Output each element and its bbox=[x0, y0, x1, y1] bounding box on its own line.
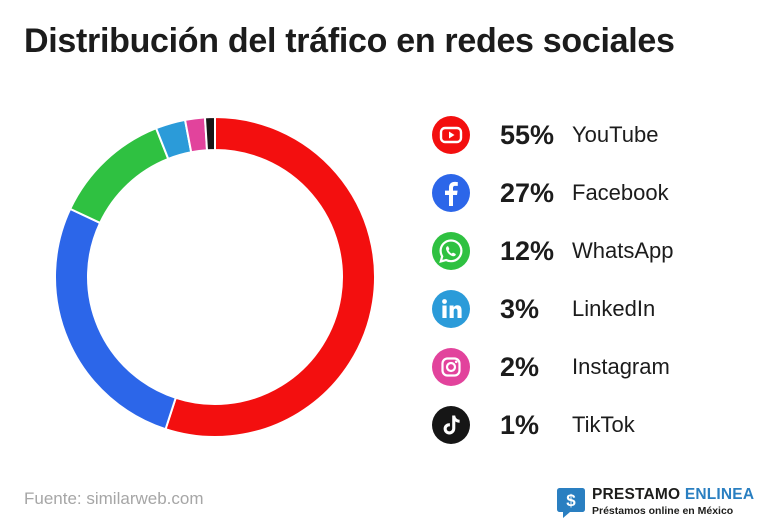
legend-value: 27% bbox=[500, 177, 555, 208]
legend-label: Facebook bbox=[572, 180, 669, 205]
chart-title: Distribución del tráfico en redes social… bbox=[24, 22, 675, 60]
legend-value: 1% bbox=[500, 409, 540, 440]
legend-label: Instagram bbox=[572, 354, 670, 379]
donut-slice-tiktok bbox=[203, 115, 216, 152]
legend-item-tiktok: 1% TikTok bbox=[432, 396, 762, 454]
brand-tagline: Préstamos online en México bbox=[592, 505, 734, 517]
brand-name: PRESTAMO ENLINEA bbox=[592, 486, 754, 504]
tiktok-icon bbox=[432, 406, 470, 444]
legend-label: LinkedIn bbox=[572, 296, 656, 321]
legend-value: 2% bbox=[500, 351, 540, 382]
legend-label: TikTok bbox=[572, 412, 635, 437]
legend-item-youtube: 55% YouTube bbox=[432, 106, 762, 164]
legend-item-instagram: 2% Instagram bbox=[432, 338, 762, 396]
linkedin-icon bbox=[432, 290, 470, 328]
legend-label: YouTube bbox=[572, 122, 659, 147]
legend: 55% YouTube 27% Facebook 12% WhatsApp bbox=[432, 106, 762, 454]
legend-value: 55% bbox=[500, 119, 555, 150]
whatsapp-icon bbox=[432, 232, 470, 270]
brand-logo: $ PRESTAMO ENLINEA Préstamos online en M… bbox=[556, 484, 776, 524]
donut-chart bbox=[54, 115, 376, 438]
source-note: Fuente: similarweb.com bbox=[24, 489, 204, 508]
legend-value: 12% bbox=[500, 235, 555, 266]
legend-item-linkedin: 3% LinkedIn bbox=[432, 280, 762, 338]
legend-label: WhatsApp bbox=[572, 238, 674, 263]
facebook-icon bbox=[432, 174, 470, 212]
instagram-icon bbox=[432, 348, 470, 386]
money-bag-icon: $ bbox=[557, 488, 585, 518]
donut-slice-youtube bbox=[164, 115, 376, 438]
legend-value: 3% bbox=[500, 293, 540, 324]
brand-name-part2: ENLINEA bbox=[684, 486, 755, 503]
legend-item-facebook: 27% Facebook bbox=[432, 164, 762, 222]
legend-item-whatsapp: 12% WhatsApp bbox=[432, 222, 762, 280]
donut-slice-whatsapp bbox=[68, 126, 170, 225]
svg-text:$: $ bbox=[566, 491, 576, 510]
donut-slice-facebook bbox=[54, 207, 178, 431]
brand-name-part1: PRESTAMO bbox=[592, 486, 681, 503]
youtube-icon bbox=[432, 116, 470, 154]
